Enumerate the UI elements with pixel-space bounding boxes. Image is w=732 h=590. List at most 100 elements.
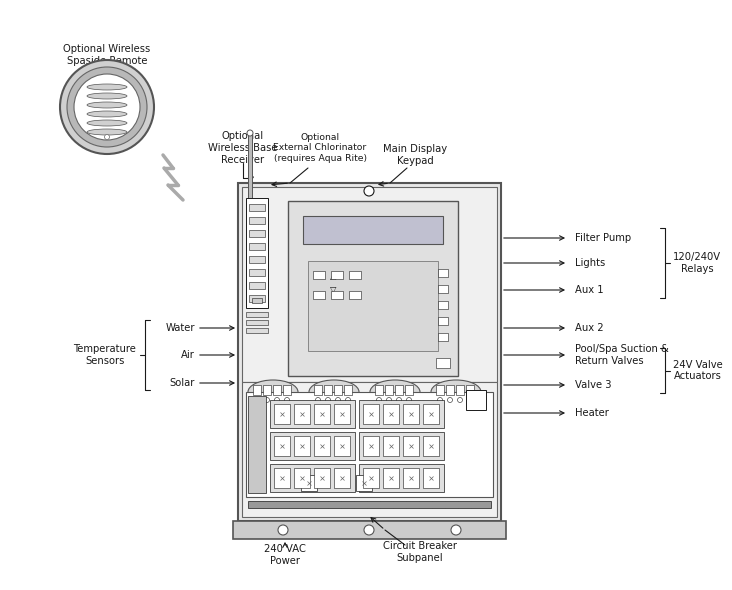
- Text: Filter Pump: Filter Pump: [575, 233, 631, 243]
- Circle shape: [468, 398, 472, 402]
- Bar: [313, 271, 325, 279]
- Bar: [273, 385, 281, 395]
- Circle shape: [315, 398, 321, 402]
- Ellipse shape: [87, 93, 127, 99]
- Bar: [466, 385, 474, 395]
- Ellipse shape: [87, 129, 127, 135]
- Text: Heater: Heater: [575, 408, 609, 418]
- Text: Circuit Breaker
Subpanel: Circuit Breaker Subpanel: [383, 541, 457, 563]
- Bar: [249, 295, 265, 302]
- Circle shape: [346, 398, 351, 402]
- Bar: [395, 385, 403, 395]
- Bar: [344, 385, 352, 395]
- Bar: [423, 468, 439, 488]
- Circle shape: [376, 398, 381, 402]
- Bar: [274, 436, 290, 456]
- Circle shape: [67, 67, 147, 147]
- Bar: [242, 382, 497, 517]
- Bar: [375, 385, 383, 395]
- Bar: [383, 404, 399, 424]
- Bar: [253, 385, 261, 395]
- Circle shape: [335, 398, 340, 402]
- Bar: [270, 464, 355, 492]
- Bar: [252, 298, 262, 303]
- Bar: [242, 187, 497, 382]
- Text: Pool/Spa Suction &
Return Valves: Pool/Spa Suction & Return Valves: [575, 344, 669, 366]
- Ellipse shape: [87, 102, 127, 108]
- Bar: [248, 501, 491, 508]
- Bar: [283, 385, 291, 395]
- Bar: [249, 204, 265, 211]
- Bar: [334, 436, 350, 456]
- Ellipse shape: [309, 380, 359, 404]
- Bar: [246, 198, 268, 308]
- Bar: [249, 243, 265, 250]
- Bar: [233, 521, 506, 539]
- Bar: [438, 269, 448, 277]
- Bar: [248, 396, 266, 493]
- Bar: [403, 404, 419, 424]
- Bar: [294, 404, 310, 424]
- Ellipse shape: [87, 84, 127, 90]
- Bar: [423, 436, 439, 456]
- Ellipse shape: [87, 111, 127, 117]
- Bar: [363, 436, 379, 456]
- Text: Optional
External Chlorinator
(requires Aqua Rite): Optional External Chlorinator (requires …: [273, 133, 367, 163]
- Bar: [331, 291, 343, 299]
- Bar: [274, 404, 290, 424]
- Circle shape: [386, 398, 392, 402]
- Bar: [314, 436, 330, 456]
- Text: Valve 3: Valve 3: [575, 380, 611, 390]
- Bar: [334, 385, 342, 395]
- Bar: [456, 385, 464, 395]
- Text: Temperature
Sensors: Temperature Sensors: [73, 344, 136, 366]
- Circle shape: [458, 398, 463, 402]
- Bar: [363, 404, 379, 424]
- Bar: [349, 271, 361, 279]
- Text: Solar: Solar: [170, 378, 195, 388]
- Text: 120/240V
Relays: 120/240V Relays: [673, 252, 721, 274]
- Bar: [246, 312, 268, 317]
- Bar: [238, 183, 501, 521]
- Circle shape: [274, 398, 280, 402]
- Bar: [331, 271, 343, 279]
- Text: Water: Water: [165, 323, 195, 333]
- Ellipse shape: [431, 380, 481, 404]
- Circle shape: [264, 398, 269, 402]
- Bar: [334, 404, 350, 424]
- Bar: [294, 468, 310, 488]
- Bar: [246, 328, 268, 333]
- Bar: [436, 385, 444, 395]
- Text: 240 VAC
Power: 240 VAC Power: [264, 544, 306, 566]
- Bar: [405, 385, 413, 395]
- Circle shape: [105, 135, 110, 139]
- Bar: [301, 475, 317, 491]
- Bar: [356, 475, 372, 491]
- Bar: [359, 400, 444, 428]
- Bar: [446, 385, 454, 395]
- Circle shape: [364, 525, 374, 535]
- Bar: [324, 385, 332, 395]
- Bar: [303, 216, 443, 244]
- Text: Aux 1: Aux 1: [575, 285, 604, 295]
- Bar: [363, 468, 379, 488]
- Circle shape: [447, 398, 452, 402]
- Bar: [270, 400, 355, 428]
- Bar: [249, 230, 265, 237]
- Bar: [438, 285, 448, 293]
- Bar: [438, 333, 448, 341]
- Bar: [403, 436, 419, 456]
- Circle shape: [247, 130, 253, 136]
- Ellipse shape: [87, 120, 127, 126]
- Bar: [249, 269, 265, 276]
- Circle shape: [278, 525, 288, 535]
- Bar: [308, 261, 438, 351]
- Bar: [314, 404, 330, 424]
- Bar: [403, 468, 419, 488]
- Bar: [274, 468, 290, 488]
- Ellipse shape: [370, 380, 420, 404]
- Text: Air: Air: [181, 350, 195, 360]
- Bar: [349, 291, 361, 299]
- Bar: [314, 385, 322, 395]
- Bar: [466, 390, 486, 410]
